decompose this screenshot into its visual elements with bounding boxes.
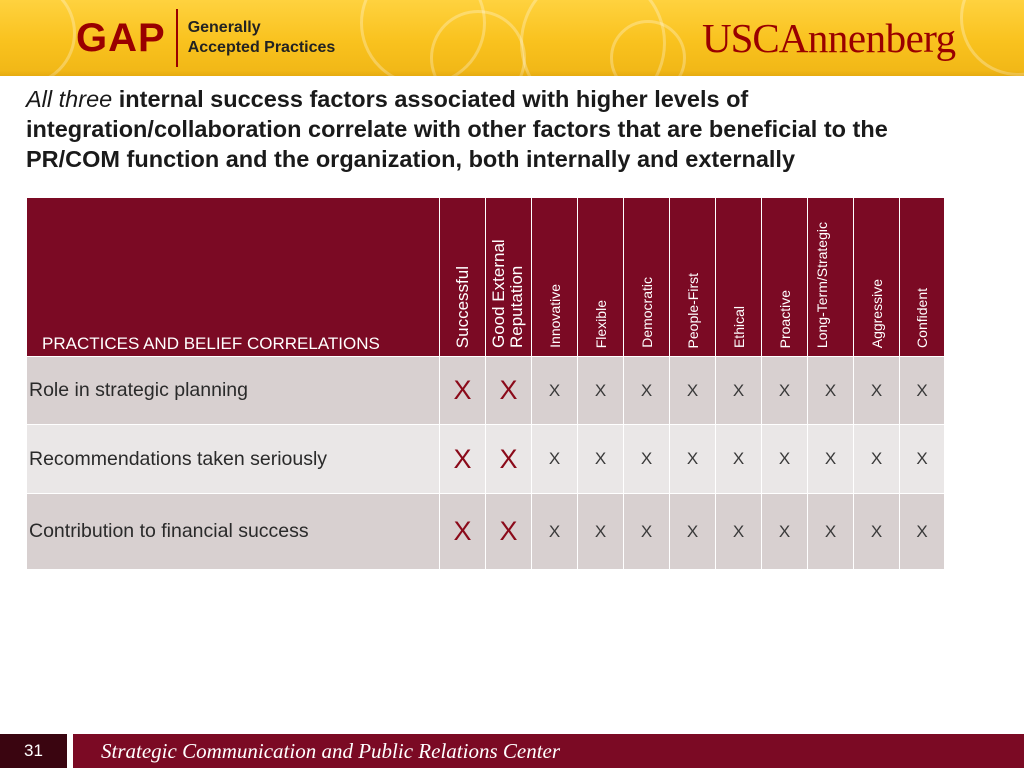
- column-header-innovative: Innovative: [531, 197, 578, 357]
- table-cell-mark: X: [715, 424, 762, 494]
- table-cell-mark: X: [439, 356, 486, 425]
- table-cell-mark: X: [577, 493, 624, 570]
- row-label: Recommendations taken seriously: [26, 424, 440, 494]
- column-header-long-term-strategic: Long-Term/Strategic: [807, 197, 854, 357]
- table-row: Role in strategic planning X X X X X X X…: [26, 356, 945, 425]
- table-cell-mark: X: [623, 356, 670, 425]
- table-cell-mark: X: [439, 424, 486, 494]
- column-header-democratic: Democratic: [623, 197, 670, 357]
- gap-logo-subtitle: Generally Accepted Practices: [188, 18, 336, 58]
- usc-logo-usc: USC: [702, 15, 780, 61]
- footer-center-name: Strategic Communication and Public Relat…: [101, 739, 561, 763]
- column-header-label: Democratic: [638, 277, 655, 348]
- table-cell-mark: X: [531, 493, 578, 570]
- table-cell-mark: X: [669, 493, 716, 570]
- table-cell-mark: X: [485, 424, 532, 494]
- slide-title-italic-lead: All three: [26, 86, 113, 112]
- column-header-flexible: Flexible: [577, 197, 624, 357]
- column-header-good-external-reputation: Good External Reputation: [485, 197, 532, 357]
- usc-annenberg-logo: USCAnnenberg: [702, 14, 956, 62]
- table-cell-mark: X: [807, 424, 854, 494]
- header-band: GAP Generally Accepted Practices USCAnne…: [0, 0, 1024, 76]
- table-cell-mark: X: [807, 356, 854, 425]
- page-number-box: 31: [0, 734, 73, 768]
- table-corner-header: PRACTICES AND BELIEF CORRELATIONS: [26, 197, 440, 357]
- table-cell-mark: X: [761, 493, 808, 570]
- gap-logo-line2: Accepted Practices: [187, 39, 336, 56]
- table-cell-mark: X: [899, 493, 945, 570]
- column-header-label: Flexible: [592, 299, 609, 348]
- page-number: 31: [24, 741, 43, 760]
- table-cell-mark: X: [853, 356, 900, 425]
- table-cell-mark: X: [577, 424, 624, 494]
- table-cell-mark: X: [669, 356, 716, 425]
- table-cell-mark: X: [807, 493, 854, 570]
- column-header-confident: Confident: [899, 197, 945, 357]
- column-header-label: Confident: [914, 288, 930, 348]
- table-cell-mark: X: [485, 493, 532, 570]
- column-header-label: Successful: [452, 265, 472, 348]
- table-cell-mark: X: [531, 424, 578, 494]
- table-cell-mark: X: [853, 493, 900, 570]
- table-corner-label: PRACTICES AND BELIEF CORRELATIONS: [42, 334, 380, 353]
- table-cell-mark: X: [899, 424, 945, 494]
- usc-logo-annenberg: Annenberg: [778, 15, 956, 61]
- column-header-label: Innovative: [546, 284, 563, 348]
- table-cell-mark: X: [623, 424, 670, 494]
- slide-title: All three internal success factors assoc…: [26, 84, 976, 174]
- correlation-table: PRACTICES AND BELIEF CORRELATIONS Succes…: [26, 197, 945, 570]
- table-cell-mark: X: [715, 493, 762, 570]
- table-cell-mark: X: [439, 493, 486, 570]
- column-header-aggressive: Aggressive: [853, 197, 900, 357]
- table-cell-mark: X: [531, 356, 578, 425]
- column-header-proactive: Proactive: [761, 197, 808, 357]
- slide-title-text: internal success factors associated with…: [26, 86, 888, 172]
- table-cell-mark: X: [715, 356, 762, 425]
- table-row: Contribution to financial success X X X …: [26, 493, 945, 570]
- gap-logo-divider: [175, 9, 178, 67]
- column-header-label: Good External Reputation: [488, 239, 526, 348]
- gap-logo-line1: Generally: [187, 19, 261, 36]
- table-cell-mark: X: [577, 356, 624, 425]
- column-header-label: Long-Term/Strategic: [813, 221, 830, 348]
- gap-logo-word: GAP: [76, 15, 166, 60]
- table-header-row: PRACTICES AND BELIEF CORRELATIONS Succes…: [26, 197, 945, 357]
- table-cell-mark: X: [623, 493, 670, 570]
- column-header-ethical: Ethical: [715, 197, 762, 357]
- row-label: Role in strategic planning: [26, 356, 440, 425]
- table-cell-mark: X: [761, 424, 808, 494]
- column-header-successful: Successful: [439, 197, 486, 357]
- column-header-people-first: People-First: [669, 197, 716, 357]
- table-row: Recommendations taken seriously X X X X …: [26, 424, 945, 494]
- gap-logo: GAP Generally Accepted Practices: [76, 6, 335, 70]
- table-cell-mark: X: [485, 356, 532, 425]
- column-header-label: People-First: [684, 272, 701, 348]
- column-header-label: Ethical: [730, 305, 747, 348]
- table-cell-mark: X: [761, 356, 808, 425]
- table-cell-mark: X: [669, 424, 716, 494]
- table-cell-mark: X: [899, 356, 945, 425]
- row-label: Contribution to financial success: [26, 493, 440, 570]
- column-header-label: Aggressive: [868, 278, 885, 348]
- table-cell-mark: X: [853, 424, 900, 494]
- column-header-label: Proactive: [776, 289, 793, 348]
- footer-band: [0, 734, 1024, 768]
